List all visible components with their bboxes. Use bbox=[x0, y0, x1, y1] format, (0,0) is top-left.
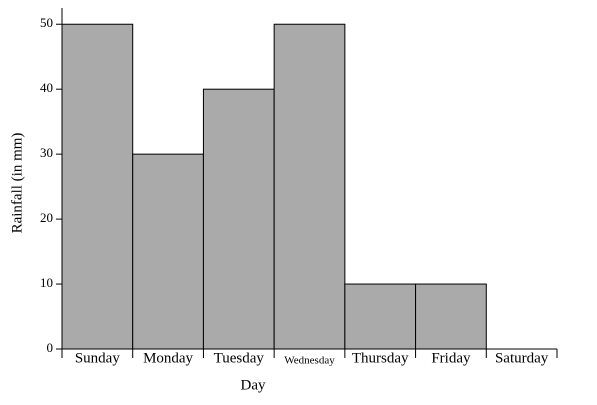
x-tick-label: Saturday bbox=[495, 350, 549, 366]
x-tick-label: Monday bbox=[143, 350, 193, 366]
bar bbox=[61, 23, 134, 350]
bar bbox=[344, 283, 417, 350]
y-axis-label: Rainfall (in mm) bbox=[9, 133, 25, 234]
bar bbox=[273, 23, 346, 350]
x-tick-label: Friday bbox=[431, 350, 471, 366]
bar bbox=[132, 153, 204, 350]
y-tick-label: 50 bbox=[40, 15, 53, 30]
x-tick-label: Thursday bbox=[352, 350, 409, 366]
x-tick-label: Tuesday bbox=[214, 350, 265, 366]
x-axis-label: Day bbox=[241, 377, 266, 393]
y-tick-label: 20 bbox=[40, 210, 53, 225]
bar bbox=[415, 283, 487, 350]
y-tick-label: 30 bbox=[40, 145, 53, 160]
x-tick-label: Sunday bbox=[75, 350, 121, 366]
y-tick-label: 40 bbox=[40, 80, 53, 95]
y-tick-label: 0 bbox=[47, 340, 54, 355]
y-tick-label: 10 bbox=[40, 275, 53, 290]
x-tick-label: Wednesday bbox=[284, 355, 335, 367]
bar bbox=[202, 88, 275, 350]
